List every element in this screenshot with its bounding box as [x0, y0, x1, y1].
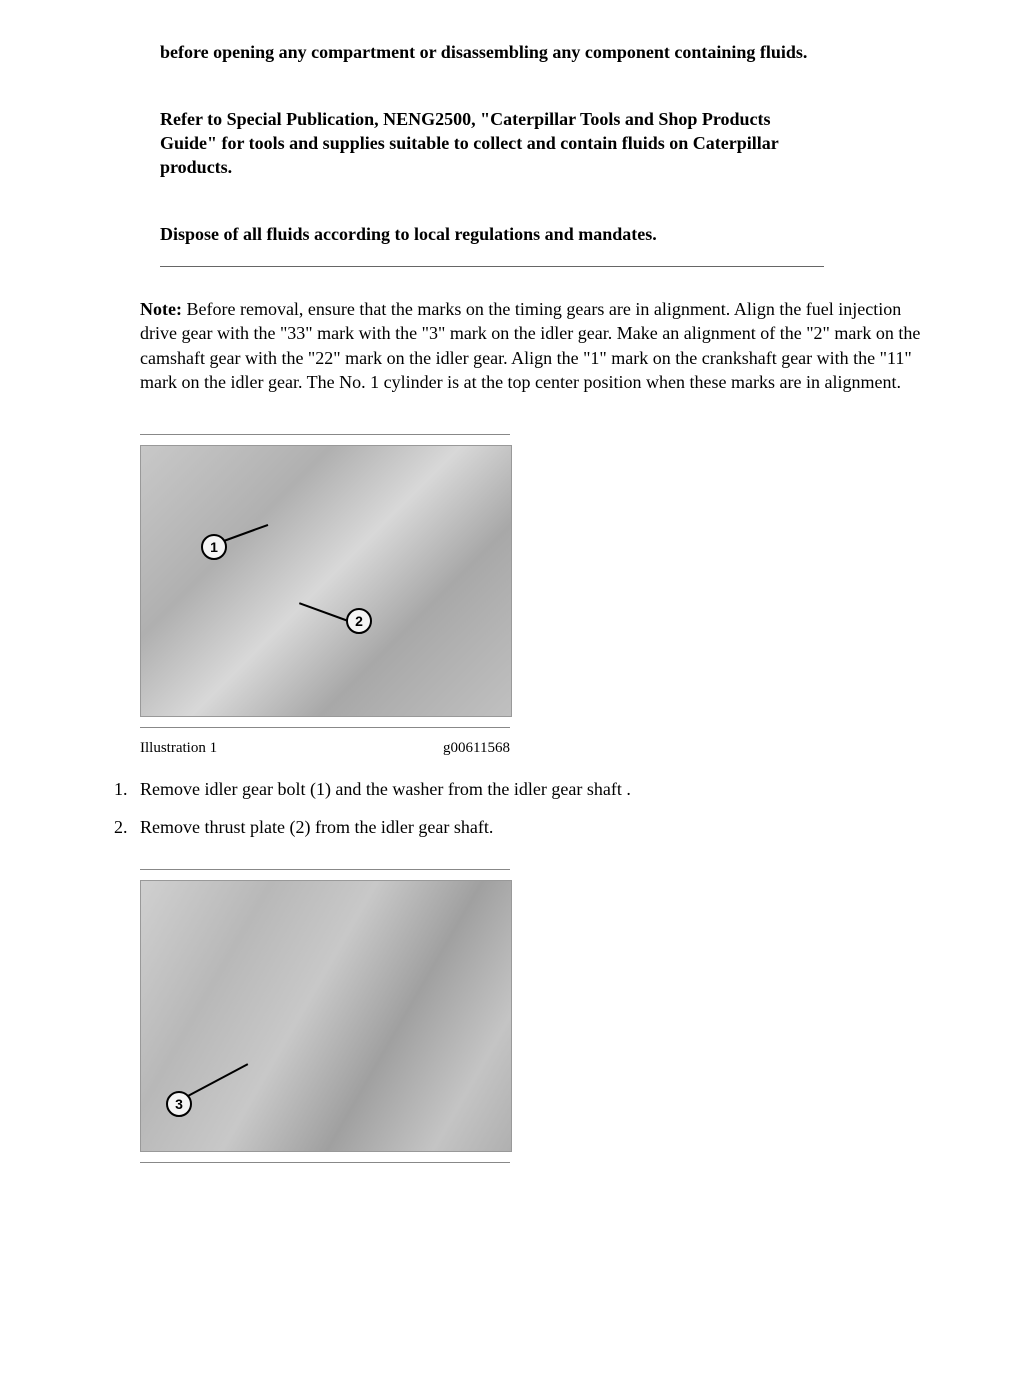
notice-divider [160, 266, 824, 267]
callout-3-label: 3 [175, 1095, 183, 1114]
callout-1-label: 1 [210, 538, 218, 557]
notice-paragraph-3: Dispose of all fluids according to local… [160, 222, 824, 246]
figure-1-ref: g00611568 [443, 738, 510, 758]
figure-2-bottom-divider [140, 1162, 510, 1163]
figure-2-block: 3 [100, 869, 944, 1163]
note-section: Note: Before removal, ensure that the ma… [100, 297, 944, 394]
callout-2: 2 [346, 608, 372, 634]
figure-1-caption: Illustration 1 g00611568 [140, 738, 510, 758]
callout-3: 3 [166, 1091, 192, 1117]
note-lead: Note: [140, 299, 182, 319]
step-1: Remove idler gear bolt (1) and the washe… [132, 777, 944, 801]
notice-paragraph-2: Refer to Special Publication, NENG2500, … [160, 107, 824, 180]
procedure-steps: Remove idler gear bolt (1) and the washe… [100, 777, 944, 840]
callout-2-label: 2 [355, 612, 363, 631]
step-2: Remove thrust plate (2) from the idler g… [132, 815, 944, 839]
figure-1-bottom-divider [140, 727, 510, 728]
figure-1-label: Illustration 1 [140, 738, 217, 758]
callout-1-line [221, 524, 269, 543]
figure-2-image: 3 [140, 880, 512, 1152]
note-body: Before removal, ensure that the marks on… [140, 299, 920, 392]
callout-1: 1 [201, 534, 227, 560]
figure-1-block: 1 2 Illustration 1 g00611568 [100, 434, 944, 758]
notice-paragraph-1: before opening any compartment or disass… [160, 40, 824, 64]
figure-1-image: 1 2 [140, 445, 512, 717]
callout-3-line [186, 1063, 249, 1098]
figure-1-top-divider [140, 434, 510, 435]
callout-2-line [299, 603, 351, 624]
figure-2-top-divider [140, 869, 510, 870]
notice-section: before opening any compartment or disass… [100, 40, 944, 267]
